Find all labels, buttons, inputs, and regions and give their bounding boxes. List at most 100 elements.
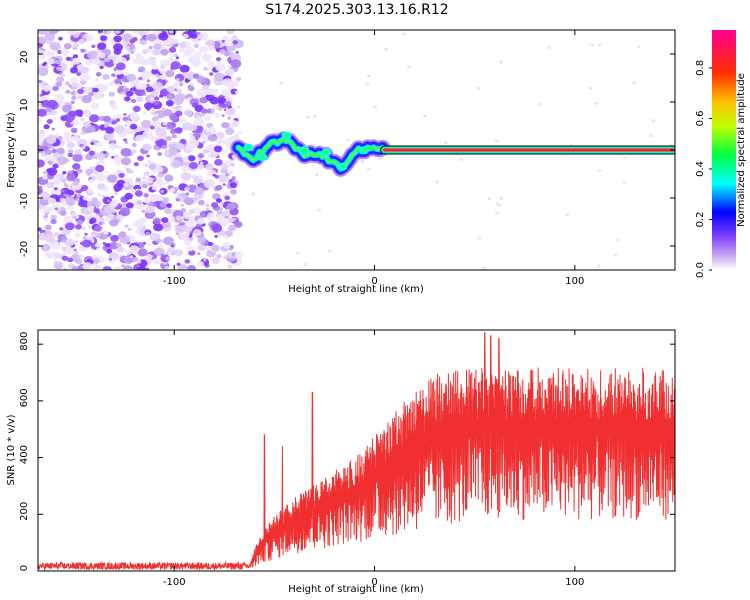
noise-blob — [197, 252, 201, 255]
noise-blob — [615, 238, 620, 242]
noise-blob — [482, 266, 487, 270]
noise-blob — [141, 119, 152, 128]
noise-blob — [159, 74, 167, 80]
noise-blob — [149, 59, 157, 66]
noise-blob — [93, 90, 104, 99]
noise-blob — [160, 48, 169, 56]
snr-y-tick-label: 800 — [19, 332, 30, 351]
noise-blob — [143, 171, 149, 177]
noise-blob — [82, 262, 93, 270]
snr-x-ticks: -100 0 100 — [163, 330, 584, 588]
noise-blob — [146, 83, 150, 87]
noise-blob — [166, 85, 175, 93]
noise-blob — [184, 259, 191, 264]
noise-blob — [109, 219, 119, 227]
noise-blob — [73, 248, 78, 252]
noise-blob — [122, 265, 133, 270]
noise-blob — [118, 172, 125, 178]
noise-blob — [213, 145, 223, 153]
noise-blob — [636, 45, 641, 49]
noise-blob — [165, 256, 171, 261]
noise-blob — [121, 264, 125, 268]
noise-blob — [197, 237, 206, 244]
noise-blob — [145, 265, 149, 269]
noise-blob — [97, 183, 106, 191]
noise-blob — [58, 36, 63, 41]
noise-blob — [632, 81, 637, 85]
noise-blob — [499, 196, 504, 200]
noise-blob — [80, 185, 89, 192]
noise-blob — [137, 155, 144, 161]
snr-y-axis-label: SNR (10 * v/v) — [6, 414, 17, 485]
noise-blob — [346, 138, 351, 142]
noise-blob — [235, 50, 239, 54]
noise-blob — [306, 115, 310, 119]
noise-blob — [142, 49, 148, 54]
noise-blob — [107, 174, 118, 183]
noise-blob — [77, 88, 84, 95]
noise-blob — [179, 138, 187, 145]
noise-blob — [82, 195, 89, 201]
noise-blob — [59, 227, 64, 231]
noise-blob — [138, 76, 143, 81]
noise-blob — [168, 154, 173, 158]
spectrogram-y-tick-label: 10 — [19, 99, 30, 112]
noise-blob — [487, 197, 492, 200]
noise-blob — [142, 163, 147, 167]
noise-blob — [88, 225, 92, 229]
noise-blob — [87, 50, 98, 60]
noise-blob — [203, 179, 215, 189]
noise-blob — [214, 112, 221, 118]
noise-blob — [155, 179, 165, 187]
noise-blob — [118, 132, 125, 138]
noise-blob — [140, 85, 146, 90]
noise-blob — [145, 86, 154, 93]
noise-blob — [215, 185, 223, 191]
noise-blob — [78, 199, 89, 208]
noise-blob — [231, 176, 236, 180]
noise-blob — [178, 47, 185, 53]
snr-x-axis-label: Height of straight line (km) — [288, 584, 424, 595]
noise-blob — [165, 70, 175, 78]
noise-blob — [648, 134, 653, 138]
noise-blob — [144, 176, 154, 184]
noise-blob — [209, 72, 214, 76]
noise-blob — [120, 147, 132, 157]
noise-blob — [59, 230, 65, 235]
noise-blob — [130, 50, 135, 54]
noise-blob — [70, 127, 78, 134]
spectrogram-y-ticks: -20 -10 0 10 20 — [19, 51, 675, 257]
noise-blob — [136, 200, 143, 205]
noise-blob — [224, 38, 235, 47]
noise-blob — [218, 97, 227, 104]
noise-blob — [231, 35, 238, 41]
noise-blob — [212, 193, 221, 200]
signal-cluster — [362, 148, 368, 152]
noise-blob — [594, 101, 599, 105]
noise-blob — [48, 208, 53, 213]
noise-blob — [111, 156, 115, 159]
noise-blob — [221, 114, 225, 117]
noise-blob — [174, 225, 186, 234]
noise-blob — [175, 152, 182, 158]
noise-blob — [159, 69, 166, 75]
noise-blob — [226, 30, 235, 35]
noise-blob — [102, 242, 106, 245]
noise-blob — [38, 82, 43, 89]
noise-blob — [145, 253, 153, 260]
noise-blob — [86, 205, 95, 212]
noise-blob — [72, 163, 81, 170]
noise-blob — [50, 218, 57, 225]
noise-blob — [126, 53, 130, 58]
noise-blob — [164, 181, 169, 185]
noise-blob — [78, 38, 86, 45]
noise-blob — [221, 88, 232, 97]
noise-blob — [207, 67, 211, 70]
noise-blob — [219, 49, 226, 55]
noise-blob — [68, 170, 74, 175]
noise-blob — [38, 144, 43, 153]
noise-blob — [186, 265, 196, 270]
noise-blob — [152, 48, 161, 56]
noise-blob — [153, 113, 159, 118]
